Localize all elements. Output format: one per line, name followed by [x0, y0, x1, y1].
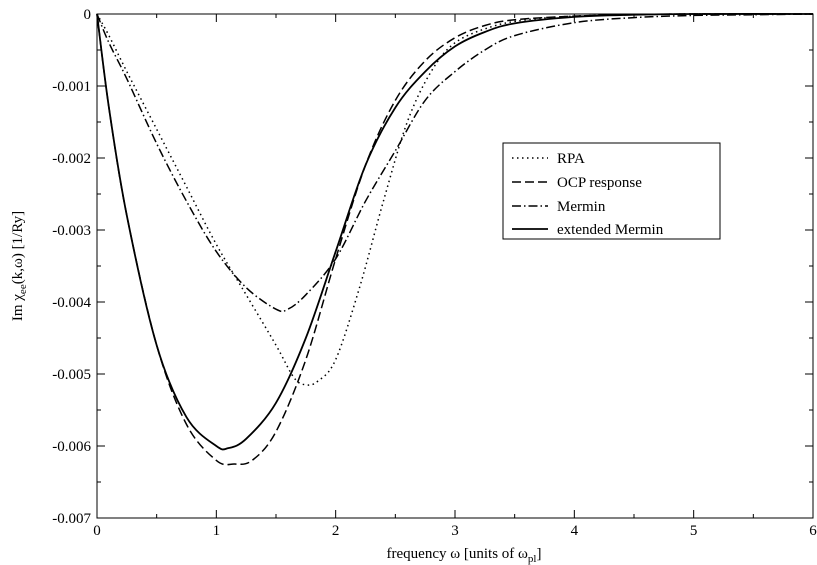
y-tick-label: -0.007: [52, 511, 91, 527]
series-lines: [96, 13, 814, 466]
y-tick-label: 0: [84, 7, 92, 23]
x-tick-label: 0: [93, 523, 101, 539]
y-tick-label: -0.002: [52, 151, 91, 167]
legend: RPA OCP response Mermin extended Mermin: [502, 142, 721, 240]
x-axis-title-sub: pl: [528, 553, 537, 565]
legend-label-extended-mermin: extended Mermin: [557, 222, 664, 238]
x-tick-label: 5: [690, 523, 698, 539]
y-axis-title-main: Im χ: [10, 294, 26, 321]
x-tick-label: 2: [332, 523, 340, 539]
y-axis-title: Im χee(k,ω) [1/Ry]: [10, 211, 29, 321]
legend-label-rpa: RPA: [557, 151, 585, 167]
y-tick-label: -0.001: [52, 79, 91, 95]
legend-box: [502, 142, 721, 240]
y-tick-label: -0.006: [52, 439, 91, 455]
axis-ticks: 0 1 2 3 4 5 6 0 -0.001 -0.002 -0.003 -0.004 -0.005 -0…: [52, 7, 817, 539]
x-tick-label: 3: [451, 523, 459, 539]
series-line-mermin: [96, 13, 814, 313]
x-tick-label: 4: [571, 523, 579, 539]
plot-frame: [96, 13, 814, 519]
y-tick-label: -0.005: [52, 367, 91, 383]
legend-label-ocp: OCP response: [557, 175, 642, 191]
x-axis-title-main: frequency ω [units of ω: [387, 546, 528, 562]
y-tick-label: -0.004: [52, 295, 91, 311]
x-axis-title-tail: ]: [536, 546, 541, 562]
series-line-extended-mermin: [96, 13, 814, 451]
x-axis-title: frequency ω [units of ωpl]: [387, 546, 542, 565]
x-tick-label: 1: [213, 523, 221, 539]
y-axis-title-sub: ee: [17, 284, 29, 294]
y-axis-title-tail: (k,ω) [1/Ry]: [10, 211, 26, 284]
x-tick-label: 6: [809, 523, 817, 539]
legend-label-mermin: Mermin: [557, 199, 606, 215]
y-tick-label: -0.003: [52, 223, 91, 239]
